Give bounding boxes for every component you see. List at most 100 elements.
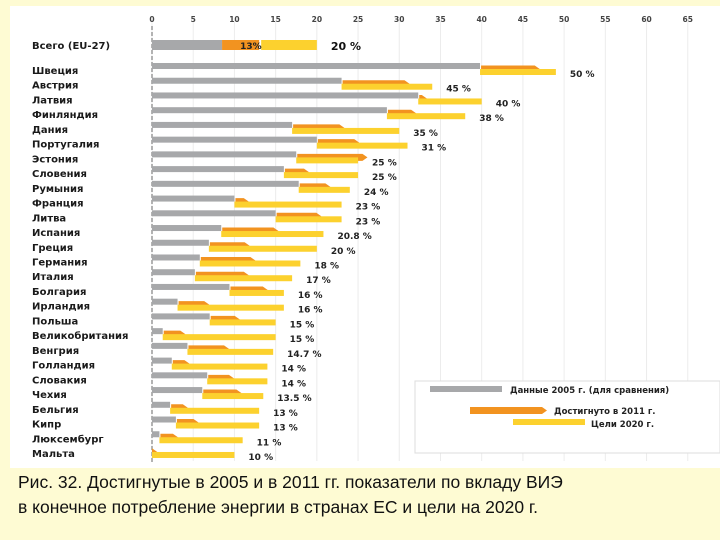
bar-2005 — [152, 92, 419, 99]
bar-2005 — [152, 313, 210, 320]
x-tick-label: 10 — [229, 15, 239, 24]
legend-box — [414, 380, 720, 454]
bar-2020-target — [480, 69, 556, 75]
x-tick-label: 20 — [312, 15, 322, 24]
x-tick-label: 0 — [149, 15, 154, 24]
x-tick-label: 5 — [191, 15, 196, 24]
target-value-label: 13.5 % — [277, 394, 311, 404]
target-value-label: 17 % — [306, 276, 331, 286]
target-value-label: 11 % — [257, 438, 282, 448]
bar-2005 — [152, 166, 284, 173]
bar-2005 — [152, 416, 176, 423]
bar-2005 — [152, 401, 171, 408]
country-label: Румыния — [32, 184, 83, 195]
total-bar-2020 — [261, 40, 317, 50]
bar-2005 — [152, 180, 299, 187]
country-label: Франция — [32, 199, 84, 210]
target-value-label: 38 % — [479, 114, 504, 124]
x-tick-label: 15 — [270, 15, 280, 24]
target-value-label: 14 % — [281, 379, 306, 389]
country-label: Швеция — [32, 66, 78, 77]
bar-2020-target — [234, 201, 342, 208]
bar-2005 — [152, 254, 200, 261]
bar-2005 — [152, 77, 342, 84]
bar-2005 — [152, 239, 209, 246]
target-value-label: 18 % — [314, 261, 339, 271]
legend-swatch-2020 — [513, 419, 585, 425]
bar-2005 — [152, 328, 163, 335]
country-label: Греция — [32, 243, 73, 254]
x-tick-label: 60 — [641, 15, 651, 24]
bar-2005 — [152, 225, 222, 232]
target-value-label: 24 % — [364, 188, 389, 198]
legend-swatch-2005 — [430, 386, 502, 392]
country-label: Бельгия — [32, 405, 79, 416]
country-label: Испания — [32, 228, 80, 239]
bar-2020-target — [341, 83, 433, 90]
country-label: Кипр — [32, 420, 61, 431]
x-tick-label: 45 — [518, 15, 528, 24]
country-label: Ирландия — [32, 302, 90, 313]
bar-2005 — [152, 387, 203, 394]
country-label: Дания — [32, 125, 68, 136]
bar-2020-target — [283, 172, 359, 179]
x-tick-label: 30 — [394, 15, 404, 24]
bar-2005 — [152, 372, 208, 379]
bar-2020-target — [202, 393, 264, 400]
target-value-label: 31 % — [422, 144, 447, 154]
bar-2020-target — [162, 334, 276, 341]
target-value-label: 45 % — [446, 85, 471, 95]
target-value-label: 23 % — [356, 217, 381, 227]
caption-line-2: в конечное потребление энергии в странах… — [18, 497, 539, 517]
legend-label-2011: Достигнуто в 2011 г. — [554, 407, 656, 417]
bar-2020-target — [187, 348, 274, 355]
country-label: Италия — [32, 272, 74, 283]
bar-2005 — [152, 357, 172, 364]
bar-2020-target — [170, 407, 260, 414]
bar-2005 — [152, 107, 387, 114]
country-label: Голландия — [32, 361, 95, 372]
x-tick-label: 55 — [600, 15, 610, 24]
x-tick-label: 25 — [353, 15, 363, 24]
total-target-label: 20 % — [331, 40, 361, 53]
target-value-label: 14 % — [281, 365, 306, 375]
target-value-label: 10 % — [248, 453, 273, 463]
country-label: Литва — [32, 213, 66, 224]
target-value-label: 20 % — [331, 247, 356, 257]
bar-2005 — [152, 298, 178, 305]
country-label: Болгария — [32, 287, 86, 298]
chart-panel: 0 5 10 15 20 25 30 35 40 45 50 55 60 65 Всего (EU-27) 1… — [10, 6, 720, 468]
target-value-label: 13 % — [273, 424, 298, 434]
country-label: Словакия — [32, 375, 87, 386]
bar-2005 — [152, 151, 297, 158]
bar-2020-target — [171, 363, 268, 370]
bar-2005 — [152, 269, 195, 276]
legend-label-2020: Цели 2020 г. — [591, 420, 654, 430]
target-value-label: 15 % — [290, 335, 315, 345]
bar-2020-target — [275, 216, 342, 223]
target-value-label: 15 % — [290, 320, 315, 330]
bar-2005 — [152, 195, 235, 202]
bar-2020-target — [194, 275, 293, 282]
bar-2005 — [152, 342, 188, 349]
bar-2005 — [152, 63, 481, 69]
country-label: Люксембург — [32, 433, 104, 445]
country-label: Венгрия — [32, 346, 79, 357]
country-label: Германия — [32, 257, 88, 268]
x-tick-label: 35 — [435, 15, 445, 24]
target-value-label: 40 % — [496, 99, 521, 109]
bar-2020-target — [296, 157, 359, 164]
x-tick-label: 65 — [683, 15, 693, 24]
bar-2020-target — [298, 186, 350, 193]
x-tick-label: 40 — [476, 15, 486, 24]
country-label: Латвия — [32, 95, 73, 106]
x-tick-label: 50 — [559, 15, 569, 24]
bar-2020-target — [316, 142, 408, 149]
target-value-label: 16 % — [298, 306, 323, 316]
bar-2020-target — [208, 245, 317, 252]
bar-2020-target — [159, 437, 243, 444]
bar-2005 — [152, 283, 230, 290]
bar-2020-target — [207, 378, 268, 385]
country-label: Эстония — [32, 154, 78, 165]
target-value-label: 35 % — [413, 129, 438, 139]
